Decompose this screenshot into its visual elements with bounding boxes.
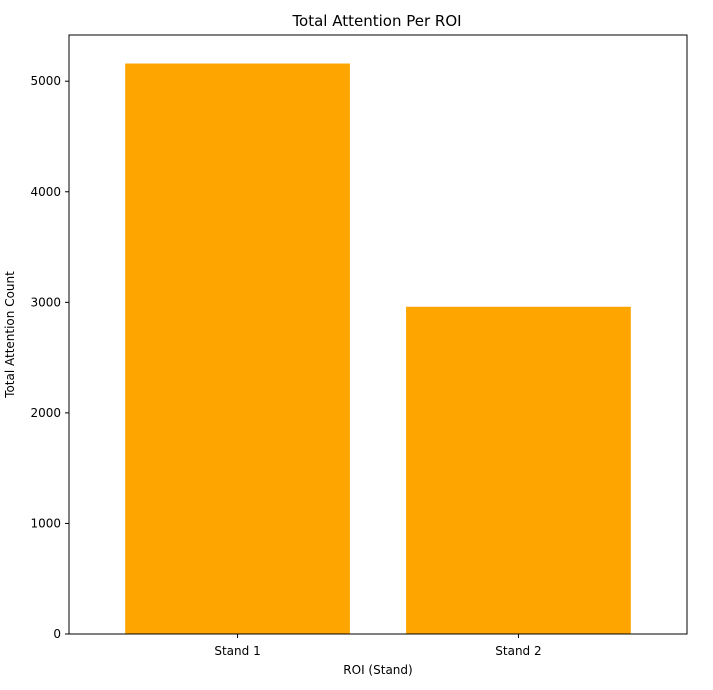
x-axis-ticks: Stand 1 Stand 2	[214, 634, 542, 658]
y-tick-label: 2000	[30, 406, 61, 420]
y-axis-ticks: 0 1000 2000 3000 4000 5000	[30, 74, 69, 641]
x-tick-label: Stand 2	[495, 644, 541, 658]
y-tick-label: 3000	[30, 295, 61, 309]
y-tick-label: 5000	[30, 74, 61, 88]
y-tick-label: 1000	[30, 516, 61, 530]
y-axis-label: Total Attention Count	[3, 271, 17, 399]
plot-frame	[68, 34, 688, 635]
bars-layer	[125, 63, 631, 635]
chart-title: Total Attention Per ROI	[291, 12, 461, 30]
y-tick-label: 4000	[30, 185, 61, 199]
bar-stand-2	[406, 306, 631, 634]
x-axis-label: ROI (Stand)	[343, 663, 412, 677]
x-tick-label: Stand 1	[214, 644, 260, 658]
bar-stand-1	[125, 63, 350, 635]
y-tick-label: 0	[53, 627, 61, 641]
